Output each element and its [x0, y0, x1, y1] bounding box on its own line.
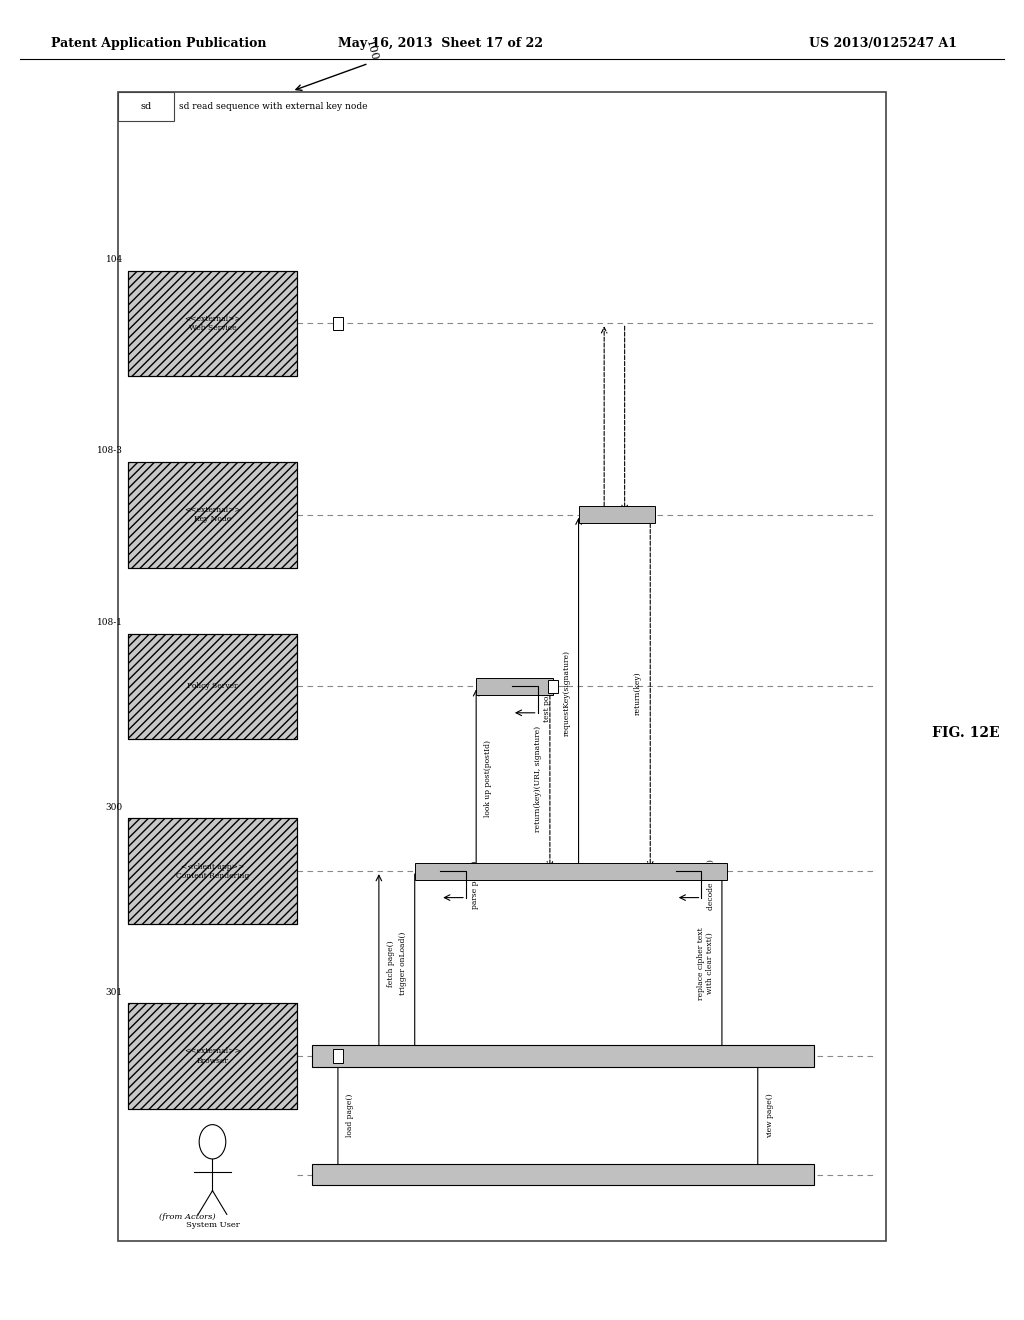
Bar [579, 507, 655, 523]
Bar [312, 1164, 814, 1185]
Bar [118, 92, 886, 1241]
Text: return(key): return(key) [634, 671, 642, 715]
Bar [128, 1003, 297, 1109]
Text: 108-1: 108-1 [97, 618, 123, 627]
Text: <<external>>
Browser: <<external>> Browser [184, 1047, 241, 1065]
Text: 104: 104 [105, 255, 123, 264]
Bar [128, 818, 297, 924]
Text: FIG. 12E: FIG. 12E [932, 726, 999, 739]
Bar [128, 271, 297, 376]
Bar [476, 678, 553, 694]
Text: decode text(): decode text() [707, 859, 715, 909]
Text: <<external>>
Web Service: <<external>> Web Service [184, 314, 241, 333]
Text: 300: 300 [105, 803, 123, 812]
Text: requestKey(signature): requestKey(signature) [562, 649, 570, 737]
Bar [128, 818, 297, 924]
Text: <<client app>>
Content Rendering: <<client app>> Content Rendering [176, 862, 249, 880]
Text: 100: 100 [364, 38, 379, 62]
Bar [312, 1045, 814, 1067]
Text: 108-3: 108-3 [97, 446, 123, 455]
Text: fetch page(): fetch page() [387, 940, 395, 987]
Text: US 2013/0125247 A1: US 2013/0125247 A1 [809, 37, 957, 50]
Text: look up post(postId): look up post(postId) [484, 741, 493, 817]
Text: sd read sequence with external key node: sd read sequence with external key node [179, 103, 368, 111]
Text: <<external>>
Key Node: <<external>> Key Node [184, 506, 241, 524]
Text: test policy(): test policy() [543, 677, 551, 722]
Bar [128, 462, 297, 568]
Text: (from Actors): (from Actors) [159, 1213, 215, 1221]
Bar [333, 1049, 343, 1063]
Bar [548, 680, 558, 693]
Text: May 16, 2013  Sheet 17 of 22: May 16, 2013 Sheet 17 of 22 [338, 37, 543, 50]
Bar [128, 1003, 297, 1109]
Bar [333, 317, 343, 330]
Text: load page(): load page() [346, 1094, 354, 1137]
Bar [415, 863, 727, 879]
Bar [128, 462, 297, 568]
Text: Patent Application Publication: Patent Application Publication [51, 37, 266, 50]
Text: 301: 301 [105, 987, 123, 997]
Bar [128, 634, 297, 739]
Bar [128, 634, 297, 739]
Text: replace cipher text
with clear text(): replace cipher text with clear text() [696, 927, 714, 1001]
Bar [118, 92, 174, 121]
Bar [379, 1048, 737, 1064]
Text: sd: sd [140, 103, 152, 111]
Bar [128, 271, 297, 376]
Text: Policy Server: Policy Server [187, 682, 238, 690]
Text: parse page(): parse page() [471, 861, 479, 908]
Text: view page(): view page() [766, 1093, 774, 1138]
Text: trigger onLoad(): trigger onLoad() [398, 932, 407, 995]
Text: System User: System User [185, 1221, 240, 1229]
Text: return(key)(URI, signature): return(key)(URI, signature) [534, 726, 542, 832]
